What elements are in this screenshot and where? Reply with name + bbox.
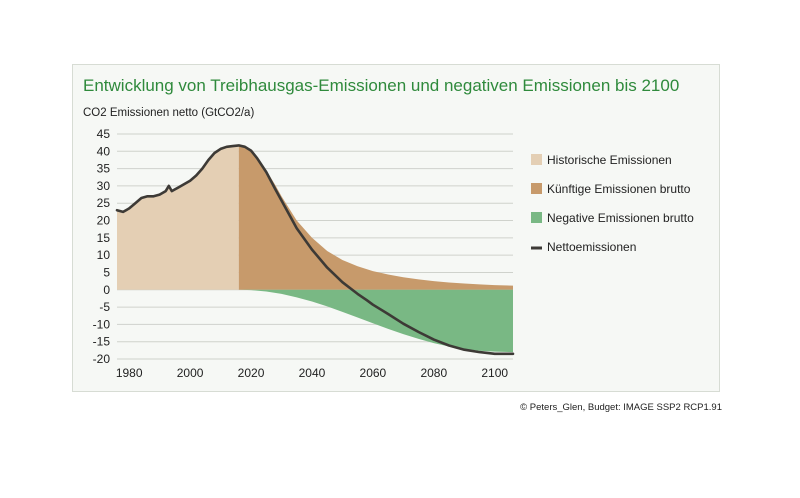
y-tick-label: 10 [97,248,111,262]
x-tick-label: 2040 [299,366,326,380]
chart-panel: Entwicklung von Treibhausgas-Emissionen … [72,64,720,392]
x-tick-label: 2020 [238,366,265,380]
legend-swatch-future_gross [531,183,542,194]
y-tick-label: 0 [103,283,110,297]
legend-label: Historische Emissionen [547,153,672,167]
y-tick-label: -10 [93,317,111,331]
y-tick-label: 20 [97,214,111,228]
x-tick-label: 2060 [360,366,387,380]
y-tick-label: 40 [97,144,111,158]
y-tick-label: 5 [103,265,110,279]
area-historical-emissions [117,145,239,290]
area-future-gross-emissions [238,145,514,290]
line-layer [115,144,515,356]
y-tick-label: -20 [93,352,111,366]
chart-title: Entwicklung von Treibhausgas-Emissionen … [83,76,679,95]
y-axis-label: CO2 Emissionen netto (GtCO2/a) [83,107,254,119]
x-tick-label: 2000 [177,366,204,380]
y-tick-label: 30 [97,179,111,193]
legend: Historische Emissionen Künftige Emissione… [531,153,694,254]
y-tick-label: -5 [99,300,110,314]
x-tick-label: 1980 [116,366,143,380]
y-tick-label: 15 [97,231,111,245]
area-layer [117,145,514,353]
x-axis-ticks: 1980 2000 2020 2040 2060 2080 2100 [116,366,509,380]
area-negative-emissions [238,289,514,353]
y-tick-label: -15 [93,335,111,349]
legend-label: Negative Emissionen brutto [547,211,694,225]
net-emissions-line [115,144,515,356]
source-credit: © Peters_Glen, Budget: IMAGE SSP2 RCP1.9… [520,402,722,413]
x-tick-label: 2100 [481,366,508,380]
legend-swatch-historical [531,154,542,165]
legend-label: Künftige Emissionen brutto [547,182,691,196]
legend-label: Nettoemissionen [547,240,636,254]
y-tick-label: 35 [97,162,111,176]
x-tick-label: 2080 [420,366,447,380]
y-axis-ticks: 45 40 35 30 25 20 15 10 5 0 -5 -10 -15 -20 [93,127,111,366]
y-tick-label: 25 [97,196,111,210]
y-tick-label: 45 [97,127,111,141]
legend-swatch-negative [531,212,542,223]
chart: Entwicklung von Treibhausgas-Emissionen … [83,76,694,380]
